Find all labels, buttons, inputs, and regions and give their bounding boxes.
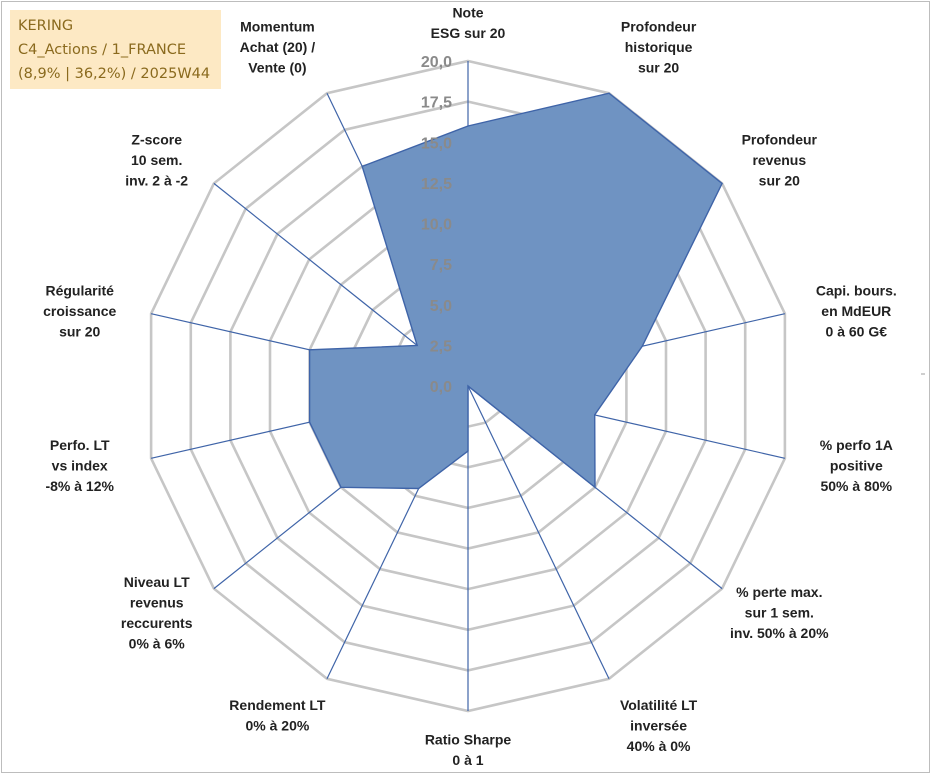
axis-label: sur 1 sem.	[745, 605, 814, 621]
axis-label: ESG sur 20	[431, 25, 506, 41]
series-area	[308, 92, 723, 490]
axis-label: Ratio Sharpe	[425, 732, 512, 748]
axis-label: 0% à 6%	[129, 635, 186, 651]
axis-label: 0 à 1	[452, 752, 483, 768]
axis-label: reccurents	[121, 615, 193, 631]
info-category: C4_Actions / 1_FRANCE	[18, 42, 187, 58]
axis-label: vs index	[52, 458, 108, 474]
axis-spoke-6	[467, 385, 610, 680]
edge-mark	[921, 373, 925, 375]
axis-label: % perfo 1A	[820, 437, 893, 453]
axis-label: Capi. bours.	[816, 283, 897, 299]
axis-label: Profondeur	[621, 18, 697, 34]
axis-label: 10 sem.	[131, 152, 182, 168]
info-stats: (8,9% | 36,2%) / 2025W44	[18, 66, 211, 82]
axis-label: inversée	[630, 718, 687, 734]
axis-label: 40% à 0%	[627, 738, 691, 754]
axis-label: sur 20	[59, 324, 100, 340]
axis-label: revenus	[752, 152, 806, 168]
info-title: KERING	[18, 18, 74, 34]
axis-label: 0 à 60 G€	[826, 324, 888, 340]
axis-label: revenus	[130, 594, 184, 610]
axis-label: Achat (20) /	[240, 39, 316, 55]
tick-label: 20,0	[421, 54, 452, 71]
axis-label: Vente (0)	[248, 59, 306, 75]
axis-label: sur 20	[759, 172, 800, 188]
axis-label: en MdEUR	[821, 303, 891, 319]
axis-label: Régularité	[45, 283, 114, 299]
axis-label: % perte max.	[736, 584, 822, 600]
axis-label: historique	[625, 39, 693, 55]
axis-labels: Note ESG sur 20 Profondeur historique sur 20…	[43, 5, 897, 769]
axis-label: -8% à 12%	[45, 478, 114, 494]
tick-label: 12,5	[421, 176, 452, 193]
axis-label: positive	[830, 458, 883, 474]
tick-label: 10,0	[421, 217, 452, 234]
axis-label: Volatilité LT	[620, 697, 698, 713]
tick-label: 5,0	[430, 298, 452, 315]
tick-label: 7,5	[430, 257, 452, 274]
axis-label: Profondeur	[742, 131, 818, 147]
axis-label: Perfo. LT	[50, 437, 110, 453]
axis-label: inv. 2 à -2	[125, 172, 188, 188]
axis-label: Z-score	[131, 131, 182, 147]
axis-label: Note	[452, 5, 483, 21]
tick-label: 0,0	[430, 379, 452, 396]
radial-tick-labels: 0,0 2,5 5,0 7,5 10,0 12,5 15,0 17,5 20,0	[421, 54, 452, 396]
tick-label: 2,5	[430, 338, 452, 355]
axis-label: Niveau LT	[124, 574, 190, 590]
axis-label: 0% à 20%	[245, 718, 309, 734]
axis-label: Rendement LT	[229, 697, 326, 713]
axis-label: croissance	[43, 303, 116, 319]
info-box: KERING C4_Actions / 1_FRANCE (8,9% | 36,…	[10, 10, 221, 89]
axis-label: sur 20	[638, 59, 679, 75]
axis-label: inv. 50% à 20%	[730, 625, 829, 641]
axis-label: 50% à 80%	[820, 478, 892, 494]
series-polygon-0	[308, 92, 723, 490]
tick-label: 15,0	[421, 135, 452, 152]
axis-label: Momentum	[240, 18, 315, 34]
tick-label: 17,5	[421, 95, 452, 112]
